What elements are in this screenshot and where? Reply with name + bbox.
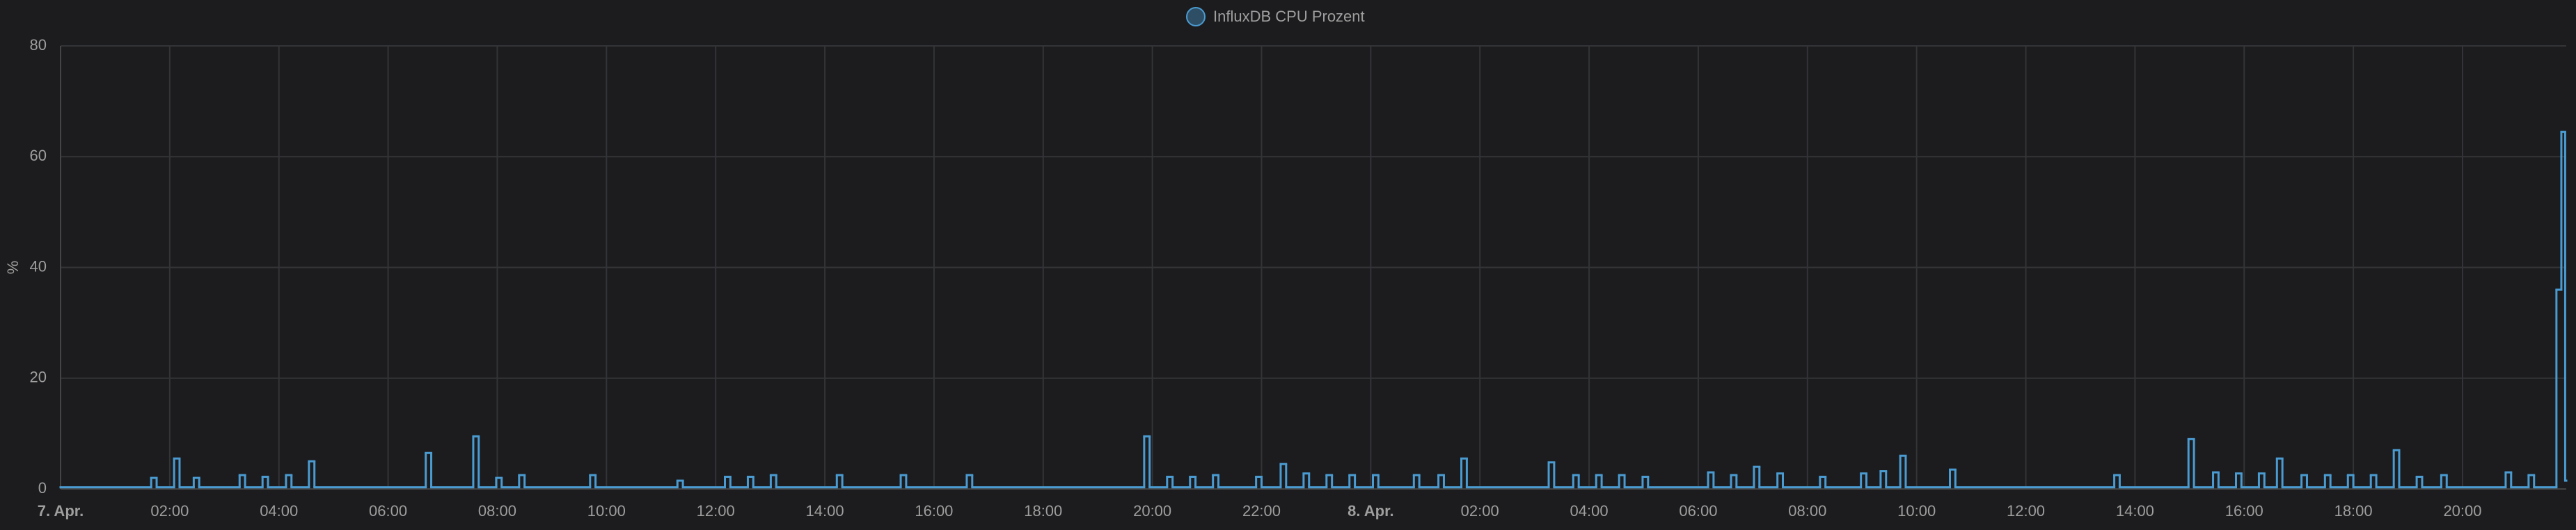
x-tick-label: 16:00: [915, 502, 953, 520]
x-tick-label: 7. Apr.: [38, 502, 84, 520]
x-tick-label: 18:00: [1024, 502, 1062, 520]
x-tick-label: 02:00: [1461, 502, 1499, 520]
x-tick-label: 12:00: [2007, 502, 2045, 520]
x-tick-label: 12:00: [697, 502, 735, 520]
y-tick-label: 20: [30, 369, 47, 386]
x-tick-label: 04:00: [260, 502, 298, 520]
x-tick-label: 22:00: [1242, 502, 1281, 520]
y-tick-label: 80: [30, 36, 47, 54]
x-tick-label: 10:00: [587, 502, 626, 520]
y-tick-label: 40: [30, 257, 47, 275]
x-tick-label: 20:00: [1133, 502, 1171, 520]
x-tick-label: 08:00: [1788, 502, 1826, 520]
x-tick-label: 16:00: [2225, 502, 2263, 520]
x-tick-label: 14:00: [2116, 502, 2154, 520]
y-tick-label: 60: [30, 147, 47, 164]
legend-label[interactable]: InfluxDB CPU Prozent: [1213, 8, 1365, 25]
x-tick-label: 8. Apr.: [1348, 502, 1393, 520]
y-axis-label: %: [4, 261, 22, 275]
x-tick-label: 04:00: [1570, 502, 1609, 520]
x-tick-label: 02:00: [150, 502, 189, 520]
x-tick-label: 06:00: [369, 502, 407, 520]
x-tick-label: 14:00: [806, 502, 844, 520]
x-tick-label: 20:00: [2443, 502, 2481, 520]
legend-swatch[interactable]: [1186, 7, 1206, 26]
x-tick-label: 10:00: [1897, 502, 1936, 520]
x-tick-label: 08:00: [478, 502, 516, 520]
x-tick-label: 06:00: [1679, 502, 1717, 520]
y-tick-label: 0: [38, 479, 47, 497]
x-tick-label: 18:00: [2334, 502, 2373, 520]
